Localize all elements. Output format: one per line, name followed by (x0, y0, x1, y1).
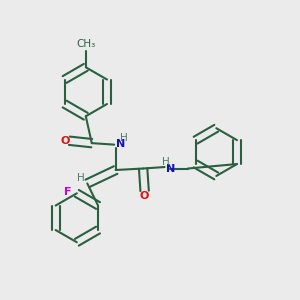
Text: N: N (116, 139, 125, 149)
Text: O: O (60, 136, 70, 146)
Text: O: O (140, 191, 149, 201)
Text: F: F (64, 187, 71, 197)
Text: H: H (120, 133, 128, 143)
Text: H: H (77, 173, 85, 183)
Text: H: H (162, 157, 170, 166)
Text: CH₃: CH₃ (76, 39, 95, 49)
Text: N: N (166, 164, 175, 174)
